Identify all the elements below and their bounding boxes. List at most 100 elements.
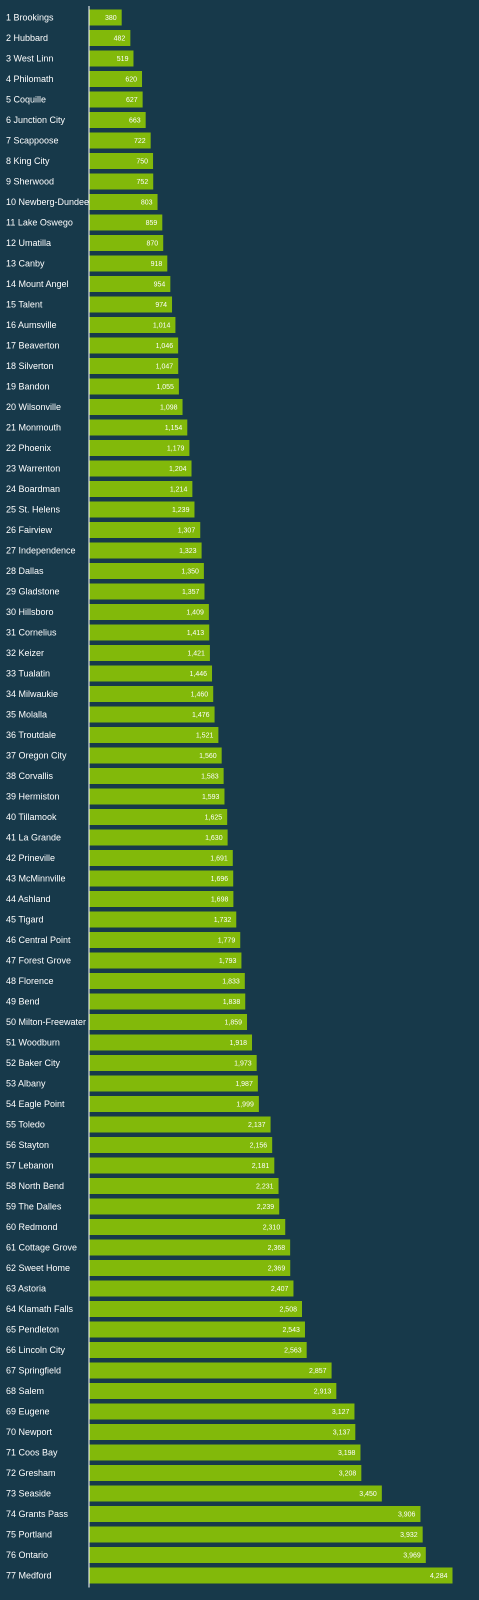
value-label: 1,014 bbox=[153, 323, 171, 330]
bar bbox=[89, 1301, 303, 1317]
bar bbox=[89, 522, 201, 538]
bar-row: 4 Philomath 620 bbox=[6, 71, 143, 87]
bar-row: 55 Toledo 2,137 bbox=[6, 1116, 271, 1133]
bar-row: 26 Fairview 1,307 bbox=[6, 522, 201, 538]
category-label: 49 Bend bbox=[6, 997, 40, 1007]
bar-row: 74 Grants Pass 3,906 bbox=[6, 1506, 421, 1522]
bar-row: 1 Brookings 380 bbox=[6, 9, 122, 26]
value-label: 1,204 bbox=[169, 466, 187, 473]
category-label: 53 Albany bbox=[6, 1079, 46, 1089]
value-label: 519 bbox=[117, 56, 129, 63]
category-label: 25 St. Helens bbox=[6, 505, 61, 515]
bar bbox=[89, 583, 205, 600]
value-label: 2,137 bbox=[248, 1122, 266, 1129]
value-label: 2,231 bbox=[256, 1184, 274, 1191]
bar-row: 8 King City 750 bbox=[6, 153, 154, 169]
value-label: 1,409 bbox=[186, 610, 204, 617]
category-label: 56 Stayton bbox=[6, 1140, 49, 1150]
category-label: 35 Molalla bbox=[6, 710, 47, 720]
category-label: 34 Milwaukie bbox=[6, 689, 58, 699]
bar bbox=[89, 850, 233, 866]
bar-row: 33 Tualatin 1,446 bbox=[6, 665, 213, 682]
value-label: 954 bbox=[154, 282, 166, 289]
bar-row: 12 Umatilla 870 bbox=[6, 235, 164, 251]
category-label: 58 North Bend bbox=[6, 1181, 64, 1191]
value-label: 1,583 bbox=[201, 774, 219, 781]
category-label: 47 Forest Grove bbox=[6, 956, 71, 966]
value-label: 1,625 bbox=[205, 815, 223, 822]
category-label: 69 Eugene bbox=[6, 1407, 50, 1417]
bar-row: 20 Wilsonville 1,098 bbox=[6, 399, 183, 415]
category-label: 67 Springfield bbox=[6, 1366, 61, 1376]
bar-row: 35 Molalla 1,476 bbox=[6, 706, 215, 723]
bar bbox=[89, 276, 171, 292]
bar-row: 16 Aumsville 1,014 bbox=[6, 317, 176, 333]
bar bbox=[89, 1157, 275, 1174]
category-label: 3 West Linn bbox=[6, 54, 53, 64]
bar-row: 73 Seaside 3,450 bbox=[6, 1485, 382, 1502]
bar-row: 76 Ontario 3,969 bbox=[6, 1547, 426, 1563]
bar bbox=[89, 1506, 421, 1522]
value-label: 3,932 bbox=[400, 1532, 418, 1539]
value-label: 1,859 bbox=[224, 1020, 242, 1027]
bar-row: 63 Astoria 2,407 bbox=[6, 1280, 294, 1297]
bar-row: 50 Milton-Freewater 1,859 bbox=[6, 1014, 248, 1030]
bar bbox=[89, 727, 219, 743]
value-label: 1,999 bbox=[236, 1102, 254, 1109]
bar-row: 59 The Dalles 2,239 bbox=[6, 1198, 280, 1215]
bar bbox=[89, 1260, 291, 1276]
category-label: 64 Klamath Falls bbox=[6, 1304, 74, 1314]
value-label: 1,446 bbox=[189, 671, 207, 678]
bar bbox=[89, 91, 143, 108]
bar bbox=[89, 829, 228, 846]
bar-row: 34 Milwaukie 1,460 bbox=[6, 686, 214, 702]
category-label: 70 Newport bbox=[6, 1427, 53, 1437]
category-label: 12 Umatilla bbox=[6, 238, 51, 248]
bar bbox=[89, 1342, 307, 1358]
bar-row: 24 Boardman 1,214 bbox=[6, 481, 193, 497]
value-label: 1,732 bbox=[214, 917, 232, 924]
category-label: 19 Bandon bbox=[6, 382, 50, 392]
bar bbox=[89, 1198, 280, 1215]
category-label: 59 The Dalles bbox=[6, 1202, 62, 1212]
bar bbox=[89, 71, 143, 87]
value-label: 380 bbox=[105, 15, 117, 22]
category-label: 24 Boardman bbox=[6, 484, 60, 494]
bar bbox=[89, 214, 163, 231]
bar-row: 38 Corvallis 1,583 bbox=[6, 768, 224, 784]
category-label: 55 Toledo bbox=[6, 1120, 45, 1130]
bar-row: 17 Beaverton 1,046 bbox=[6, 337, 179, 354]
bar bbox=[89, 809, 228, 825]
bar bbox=[89, 1321, 305, 1338]
category-label: 52 Baker City bbox=[6, 1058, 61, 1068]
value-label: 1,593 bbox=[202, 794, 220, 801]
bar-row: 11 Lake Oswego 859 bbox=[6, 214, 163, 231]
category-label: 38 Corvallis bbox=[6, 771, 54, 781]
category-label: 30 Hillsboro bbox=[6, 607, 54, 617]
bar-row: 15 Talent 974 bbox=[6, 296, 173, 313]
bar-row: 46 Central Point 1,779 bbox=[6, 932, 241, 948]
category-label: 32 Keizer bbox=[6, 648, 44, 658]
bar-row: 64 Klamath Falls 2,508 bbox=[6, 1301, 303, 1317]
bar-row: 14 Mount Angel 954 bbox=[6, 276, 171, 292]
bar-row: 47 Forest Grove 1,793 bbox=[6, 952, 242, 969]
value-label: 2,508 bbox=[279, 1307, 297, 1314]
bar-row: 62 Sweet Home 2,369 bbox=[6, 1260, 291, 1276]
category-label: 21 Monmouth bbox=[6, 423, 61, 433]
bar-row: 48 Florence 1,833 bbox=[6, 973, 245, 989]
bar bbox=[89, 768, 224, 784]
bar-row: 31 Cornelius 1,413 bbox=[6, 624, 210, 641]
value-label: 1,691 bbox=[210, 856, 228, 863]
bar-row: 40 Tillamook 1,625 bbox=[6, 809, 228, 825]
bar bbox=[89, 788, 225, 805]
bar bbox=[89, 1239, 291, 1256]
category-label: 20 Wilsonville bbox=[6, 402, 61, 412]
category-label: 48 Florence bbox=[6, 976, 54, 986]
bar-row: 32 Keizer 1,421 bbox=[6, 645, 210, 661]
category-label: 72 Gresham bbox=[6, 1468, 56, 1478]
value-label: 752 bbox=[137, 179, 149, 186]
bar bbox=[89, 604, 209, 620]
value-label: 1,421 bbox=[187, 651, 205, 658]
value-label: 1,476 bbox=[192, 712, 210, 719]
category-label: 6 Junction City bbox=[6, 115, 66, 125]
